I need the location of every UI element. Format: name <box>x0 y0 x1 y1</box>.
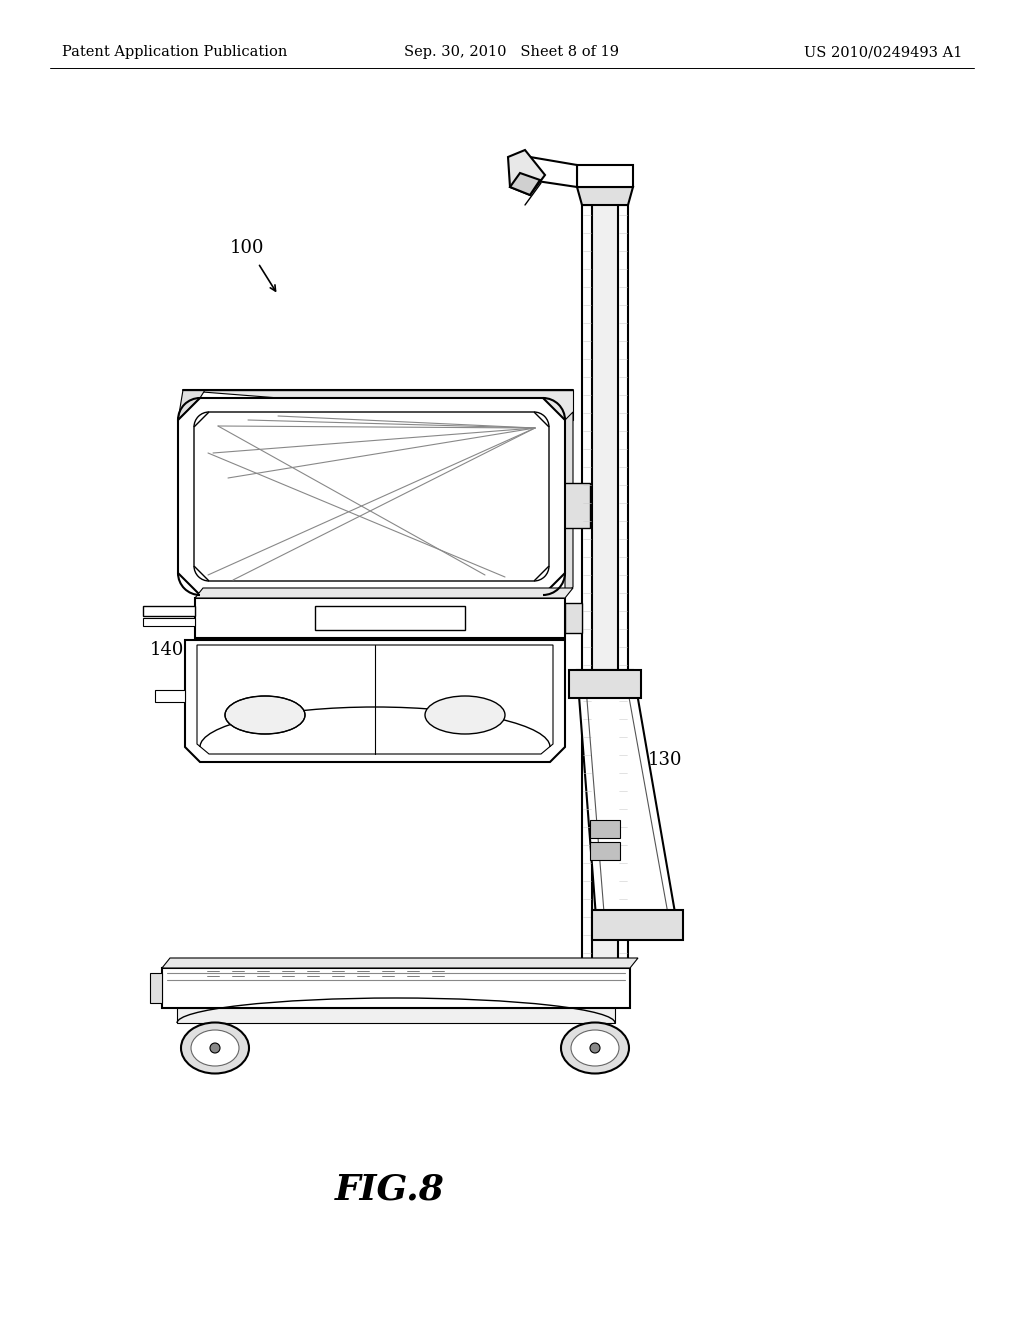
Polygon shape <box>577 671 678 931</box>
Ellipse shape <box>210 1043 220 1053</box>
Text: 130: 130 <box>648 751 683 770</box>
Text: 140: 140 <box>150 642 184 659</box>
Polygon shape <box>177 1008 615 1023</box>
Polygon shape <box>508 150 545 195</box>
Ellipse shape <box>425 696 505 734</box>
Polygon shape <box>510 173 540 195</box>
Polygon shape <box>560 483 590 528</box>
Polygon shape <box>178 399 565 595</box>
Polygon shape <box>178 389 205 420</box>
Polygon shape <box>315 606 465 630</box>
Polygon shape <box>590 820 620 838</box>
Polygon shape <box>143 606 195 616</box>
Polygon shape <box>162 968 630 1008</box>
Polygon shape <box>565 603 582 634</box>
Text: 120: 120 <box>530 162 564 181</box>
Ellipse shape <box>571 1030 618 1067</box>
Polygon shape <box>565 412 573 595</box>
Text: Sep. 30, 2010   Sheet 8 of 19: Sep. 30, 2010 Sheet 8 of 19 <box>404 45 620 59</box>
Polygon shape <box>582 205 592 970</box>
Ellipse shape <box>225 696 305 734</box>
Polygon shape <box>195 587 573 598</box>
Polygon shape <box>197 645 553 754</box>
Polygon shape <box>195 598 565 638</box>
Polygon shape <box>530 157 577 187</box>
Text: 145: 145 <box>188 469 222 487</box>
Text: 100: 100 <box>230 239 264 257</box>
Polygon shape <box>569 671 641 698</box>
Polygon shape <box>592 205 618 970</box>
Text: US 2010/0249493 A1: US 2010/0249493 A1 <box>804 45 962 59</box>
Text: Patent Application Publication: Patent Application Publication <box>62 45 288 59</box>
Ellipse shape <box>590 1043 600 1053</box>
Polygon shape <box>155 690 185 702</box>
Ellipse shape <box>181 1023 249 1073</box>
Polygon shape <box>577 165 633 187</box>
Polygon shape <box>618 205 628 970</box>
Ellipse shape <box>191 1030 239 1067</box>
Polygon shape <box>592 909 683 940</box>
Polygon shape <box>194 412 549 581</box>
Polygon shape <box>590 842 620 861</box>
Ellipse shape <box>561 1023 629 1073</box>
Polygon shape <box>162 958 638 968</box>
Polygon shape <box>150 973 162 1003</box>
Polygon shape <box>577 187 633 205</box>
Polygon shape <box>183 389 573 420</box>
Polygon shape <box>143 618 195 626</box>
Text: FIG.8: FIG.8 <box>335 1173 445 1206</box>
Polygon shape <box>185 640 565 762</box>
